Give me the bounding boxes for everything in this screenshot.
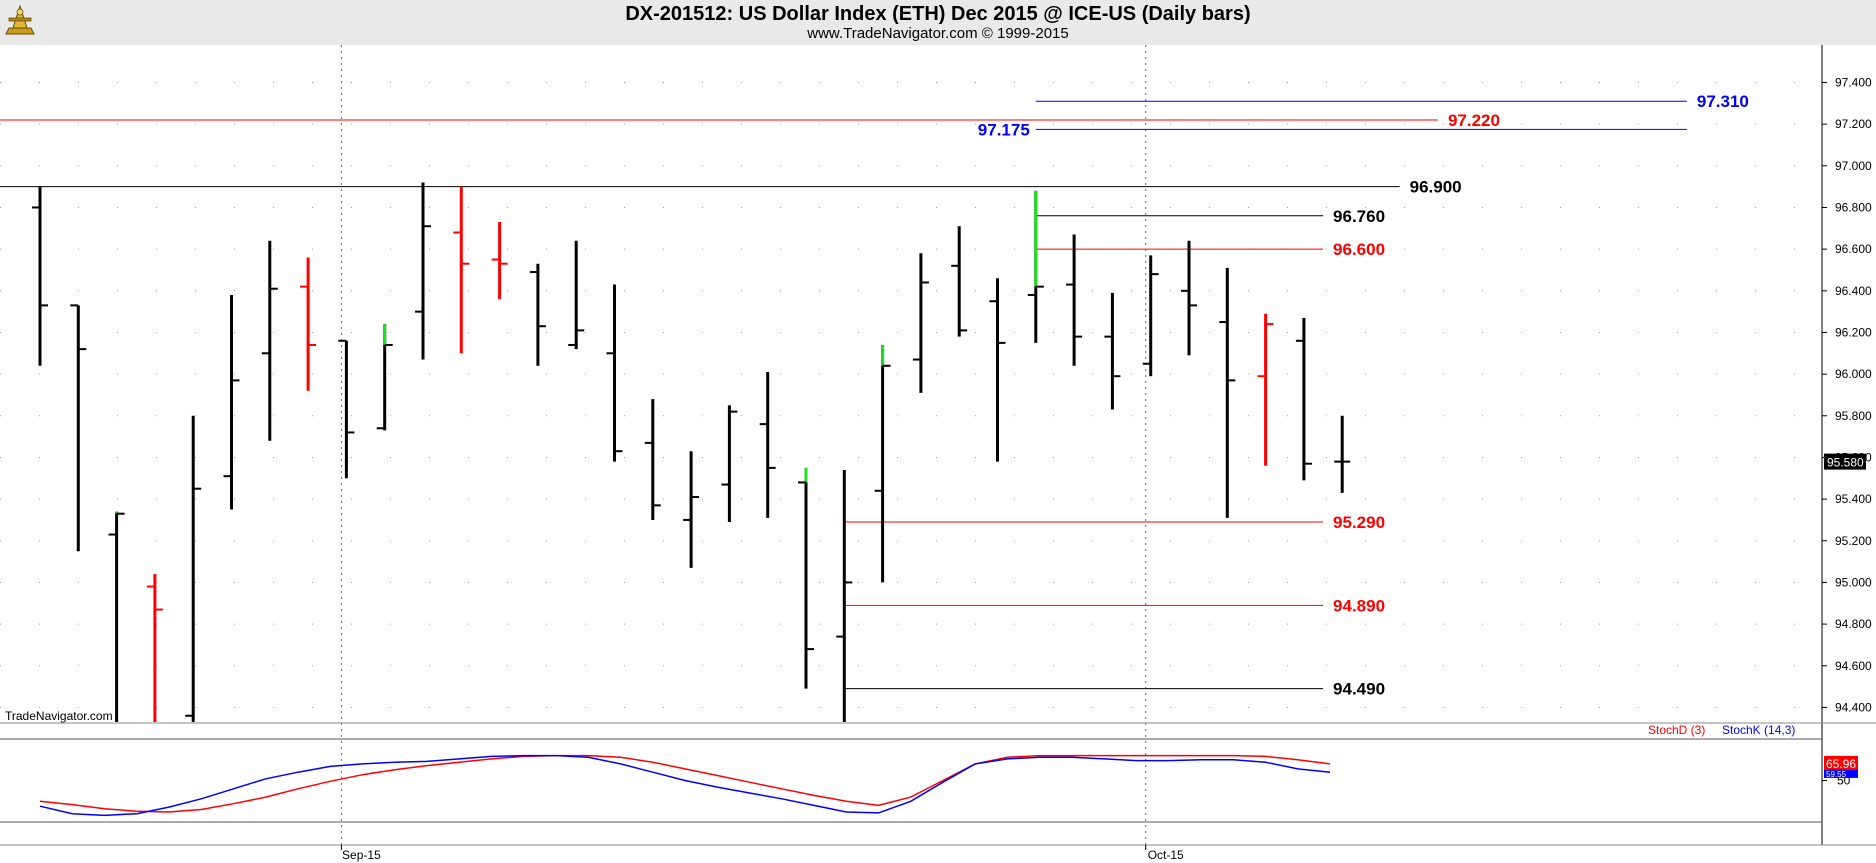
ohlc-bar	[70, 304, 87, 552]
x-tick-label: Sep-15	[342, 848, 381, 862]
ohlc-bar	[223, 294, 240, 510]
level-label: 94.890	[1333, 596, 1385, 615]
ohlc-bar	[453, 186, 470, 354]
ohlc-bar	[1219, 267, 1236, 518]
ohlc-bar	[912, 253, 929, 393]
ohlc-bar	[300, 257, 317, 391]
stochd-value-label: 65.96	[1826, 757, 1856, 771]
ohlc-bar	[721, 405, 738, 523]
ohlc-bar	[185, 415, 202, 722]
last-price-tag	[1824, 453, 1866, 470]
ohlc-bar	[951, 226, 968, 337]
y-tick-label: 95.200	[1835, 534, 1872, 548]
y-tick-label: 96.800	[1835, 200, 1872, 214]
watermark-text: TradeNavigator.com	[5, 709, 113, 723]
price-axis-layer: 97.400 97.200 97.000 96.800 96.600 96.400 96.2…	[0, 45, 1876, 862]
stochd-legend: StochD (3)	[1648, 723, 1705, 737]
ohlc-bar	[759, 372, 776, 518]
ohlc-bar	[1334, 415, 1351, 493]
level-label: 96.600	[1333, 240, 1385, 259]
last-price-label: 95.580	[1827, 456, 1864, 470]
ohlc-bar	[491, 222, 508, 300]
level-label: 96.900	[1410, 178, 1462, 197]
ohlc-bar	[1295, 317, 1312, 481]
grid-layer	[0, 45, 1822, 845]
level-label: 95.290	[1333, 513, 1385, 532]
stochk-legend: StochK (14,3)	[1722, 723, 1795, 737]
ohlc-bar	[146, 574, 163, 722]
levels-layer: 97.310 97.220 97.175 96.900 96.760 96.600 95.2…	[0, 92, 1749, 699]
y-tick-label: 95.800	[1835, 409, 1872, 423]
ohlc-bar	[1142, 255, 1159, 377]
y-tick-label: 96.200	[1835, 325, 1872, 339]
level-label: 97.310	[1697, 92, 1749, 111]
y-tick-label: 96.600	[1835, 242, 1872, 256]
ohlc-bar	[261, 240, 278, 441]
ohlc-bar	[376, 324, 393, 431]
trade-navigator-logo-icon	[5, 4, 35, 35]
header-bar	[0, 0, 1876, 45]
y-tick-label: 96.400	[1835, 284, 1872, 298]
y-tick-label: 94.600	[1835, 659, 1872, 673]
ohlc-bar	[683, 451, 700, 568]
stochk-value-tag	[1824, 769, 1858, 778]
ohlc-bar	[568, 240, 585, 350]
ohlc-bar	[989, 278, 1006, 462]
ohlc-bar	[836, 469, 853, 722]
stochk-line	[39, 754, 1331, 817]
level-label: 97.175	[978, 120, 1030, 139]
ohlc-bar	[644, 399, 661, 520]
ohlc-bar	[32, 186, 48, 366]
y-tick-label: 94.400	[1835, 700, 1872, 714]
ohlc-bar	[1104, 292, 1121, 410]
ohlc-bar	[108, 511, 125, 722]
copyright-text: www.TradeNavigator.com © 1999-2015	[807, 25, 1069, 42]
level-label: 96.760	[1333, 207, 1385, 226]
ohlc-bar	[1257, 313, 1274, 466]
y-tick-label: 97.200	[1835, 117, 1872, 131]
ohlc-bar	[338, 339, 355, 479]
price-bars-layer	[32, 182, 1351, 722]
ohlc-bar	[798, 467, 814, 689]
y-tick-label: 95.400	[1835, 492, 1872, 506]
ohlc-bar	[1027, 190, 1044, 343]
y-tick-label: 97.400	[1835, 75, 1872, 89]
y-tick-label: 97.000	[1835, 159, 1872, 173]
stochd-line	[39, 754, 1331, 813]
y-tick-label: 95.000	[1835, 575, 1872, 589]
level-label: 97.220	[1448, 111, 1500, 130]
level-label: 94.490	[1333, 680, 1385, 699]
stochd-value-tag	[1824, 755, 1858, 771]
y-tick-label: 94.800	[1835, 617, 1872, 631]
ohlc-bar	[529, 263, 546, 366]
y-tick-label: 96.000	[1835, 367, 1872, 381]
page-title: DX-201512: US Dollar Index (ETH) Dec 201…	[625, 3, 1251, 25]
ohlc-bar	[1181, 240, 1197, 356]
ohlc-bar	[415, 182, 431, 360]
ohlc-bar	[606, 284, 623, 462]
stochk-value-label: 59.55	[1826, 770, 1847, 779]
ohlc-bar	[1066, 234, 1083, 366]
x-tick-label: Oct-15	[1148, 848, 1184, 862]
ohlc-bar	[874, 344, 891, 583]
